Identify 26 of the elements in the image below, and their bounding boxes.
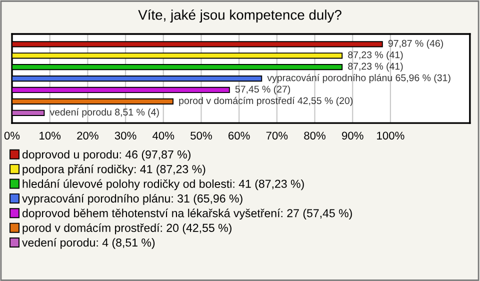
data-label: 87,23 % (41) [348,62,403,72]
legend-label: vedení porodu: 4 (8,51 %) [22,238,155,249]
x-tick-label: 30% [114,132,136,140]
x-tick-label: 40% [152,132,174,140]
data-label: 57,45 % (27) [235,85,290,95]
chart-title: Víte, jaké jsou kompetence duly? [138,9,342,23]
data-label: vedení porodu 8,51 % (4) [50,108,159,118]
data-label: 87,23 % (41) [348,51,403,60]
legend-label: doprovod během těhotenství na lékařská vyšetření: 27 (57,45 %) [22,208,352,220]
x-tick-label: 60% [228,132,250,140]
legend-label: podpora přání rodičky: 41 (87,23 %) [22,164,206,176]
x-tick-label: 70% [266,132,288,140]
legend-label: hledání úlevové polohy rodičky od bolesti: 41 (87,23 %) [22,179,304,190]
x-tick-label: 20% [77,132,98,140]
legend-label: porod v domácím prostředí: 20 (42,55 %) [22,223,232,234]
x-tick-label: 90% [342,132,364,140]
legend-label: doprovod u porodu: 46 (97,87 %) [22,150,190,161]
legend-label: vypracování porodního plánu: 31 (65,96 %) [22,194,242,205]
data-label: 97,87 % (46) [388,40,444,49]
x-tick-label: 100% [377,132,404,140]
x-tick-label: 0% [4,132,20,140]
x-tick-label: 10% [40,132,61,140]
data-label: porod v domácím prostředí 42,55 % (20) [179,96,353,106]
data-label: vypracování porodního plánu 65,96 % (31) [267,74,450,84]
x-tick-label: 80% [304,132,326,140]
x-tick-label: 50% [190,132,212,140]
